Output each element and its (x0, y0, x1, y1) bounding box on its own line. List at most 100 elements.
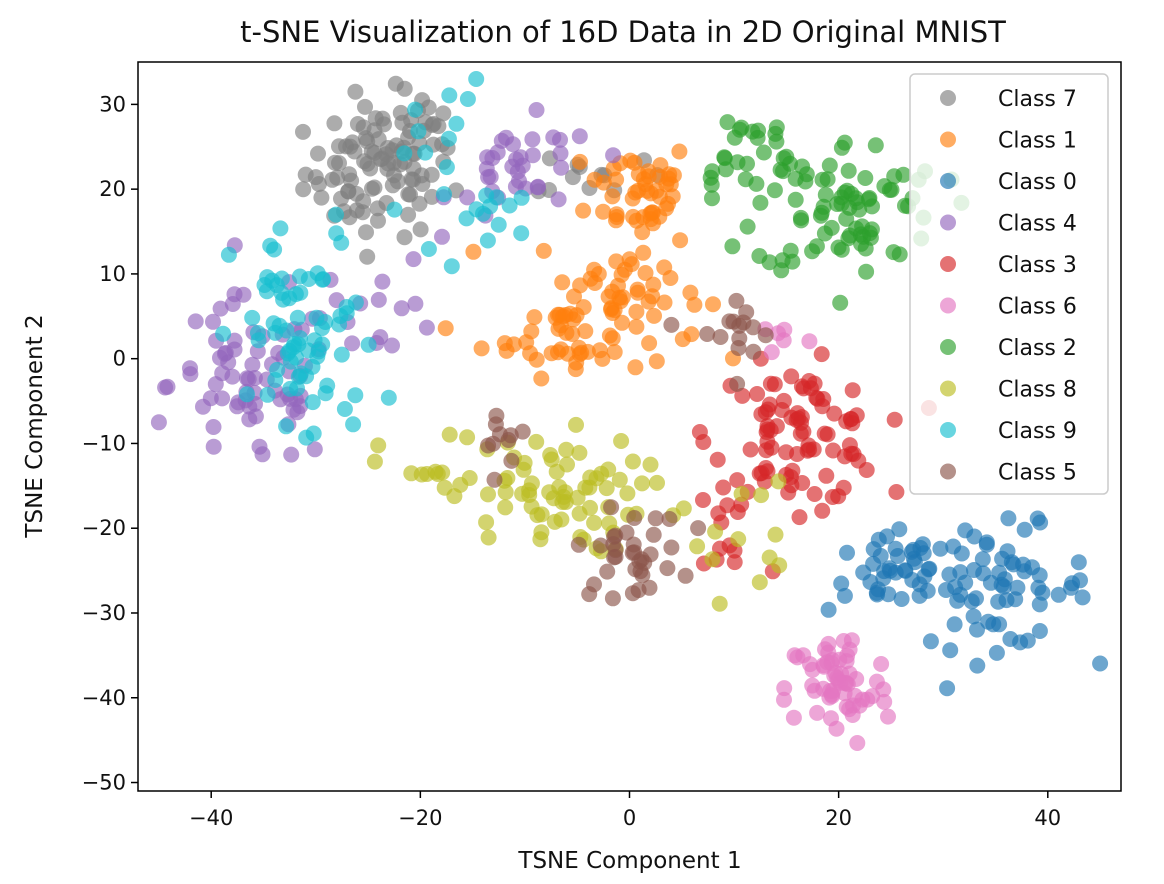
y-tick-label: −20 (82, 516, 126, 540)
legend-item: Class 9 (940, 419, 1077, 444)
data-point (627, 184, 644, 201)
data-point (724, 238, 741, 255)
data-point (861, 190, 878, 206)
data-point (911, 587, 928, 604)
data-point (523, 498, 540, 515)
data-point (644, 288, 661, 305)
data-point (991, 564, 1008, 581)
data-point (677, 567, 694, 584)
data-point (366, 453, 383, 470)
data-point (220, 246, 237, 263)
data-point (793, 409, 810, 426)
data-point (628, 212, 645, 229)
data-point (586, 171, 603, 188)
legend-marker (940, 339, 956, 355)
data-point (836, 587, 853, 604)
data-point (410, 123, 427, 140)
legend-item: Class 5 (940, 461, 1077, 486)
data-point (891, 521, 908, 538)
data-point (626, 544, 643, 561)
data-point (267, 324, 284, 341)
data-point (671, 143, 688, 160)
data-point (389, 173, 406, 190)
data-point (347, 387, 364, 404)
data-point (844, 382, 861, 399)
data-point (266, 241, 283, 258)
data-point (295, 123, 311, 140)
data-point (513, 189, 530, 206)
data-point (748, 175, 765, 192)
data-point (396, 145, 413, 162)
data-point (282, 380, 299, 397)
data-point (411, 195, 428, 212)
data-point (338, 299, 355, 315)
data-point (836, 685, 853, 702)
data-point (269, 361, 286, 378)
data-point (623, 256, 640, 273)
data-point (575, 202, 592, 219)
data-point (458, 210, 475, 227)
legend-item: Class 0 (940, 170, 1077, 195)
data-point (980, 613, 997, 630)
data-point (648, 353, 665, 370)
data-point (533, 370, 550, 387)
data-point (689, 538, 706, 555)
data-point (298, 429, 315, 446)
data-point (600, 461, 617, 478)
legend-item: Class 4 (940, 212, 1077, 237)
legend-label: Class 9 (998, 419, 1077, 444)
legend-label: Class 8 (998, 378, 1077, 403)
data-point (876, 693, 893, 710)
data-point (359, 248, 376, 265)
chart-title: t-SNE Visualization of 16D Data in 2D Or… (240, 15, 1006, 49)
data-point (833, 575, 850, 592)
series-class-1 (437, 143, 741, 387)
data-point (773, 402, 790, 418)
data-point (480, 486, 496, 503)
data-point (816, 658, 832, 675)
data-point (881, 560, 898, 577)
data-point (514, 485, 531, 502)
data-point (608, 171, 625, 188)
data-point (729, 472, 746, 489)
data-point (751, 248, 768, 264)
legend-label: Class 5 (998, 461, 1077, 486)
data-point (550, 320, 567, 337)
data-point (317, 314, 334, 330)
data-point (730, 340, 747, 356)
data-point (327, 154, 343, 171)
data-point (880, 586, 897, 603)
data-point (739, 155, 755, 172)
data-point (836, 134, 853, 151)
data-point (691, 424, 708, 440)
data-point (417, 144, 434, 161)
data-point (776, 691, 792, 708)
data-point (370, 437, 387, 454)
data-point (885, 244, 902, 261)
data-point (645, 276, 662, 293)
data-point (757, 327, 774, 344)
data-point (729, 375, 746, 392)
data-point (207, 376, 224, 393)
series-class-5 (480, 292, 774, 607)
data-point (1031, 596, 1048, 613)
data-point (733, 485, 750, 502)
data-point (690, 520, 707, 537)
data-point (595, 203, 612, 220)
data-point (288, 349, 304, 366)
x-tick-label: −20 (398, 806, 442, 830)
legend-label: Class 4 (998, 212, 1077, 237)
data-point (1015, 556, 1032, 573)
data-point (793, 212, 810, 229)
data-point (761, 396, 778, 413)
data-point (637, 265, 654, 281)
data-point (829, 196, 846, 212)
data-point (634, 475, 650, 492)
data-point (862, 574, 879, 590)
legend-label: Class 1 (998, 129, 1077, 154)
data-point (897, 197, 913, 214)
data-point (1031, 623, 1048, 639)
data-point (780, 484, 797, 501)
legend: Class 7 Class 1 Class 0 Class 4 Class 3 Class… (909, 73, 1109, 495)
legend-marker (940, 173, 956, 189)
